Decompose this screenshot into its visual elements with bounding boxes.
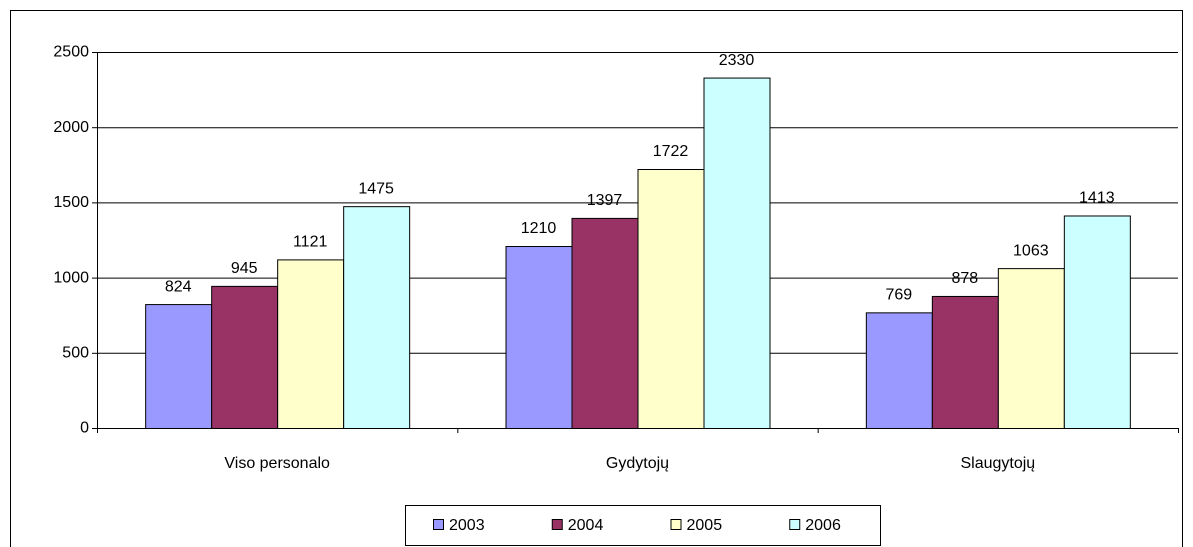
bar: [571, 217, 639, 429]
y-tick-label: 2000: [53, 119, 89, 136]
bar: [211, 285, 279, 430]
legend-swatch: [551, 519, 563, 530]
bar: [931, 295, 999, 429]
value-label: 1413: [1079, 190, 1115, 207]
y-tick-label: 1000: [53, 269, 89, 286]
y-tick-label: 0: [80, 420, 89, 437]
x-tick-label: Gydytojų: [606, 455, 669, 472]
legend-swatch: [789, 519, 801, 530]
value-label: 1397: [587, 192, 623, 209]
x-tick-label: Slaugytojų: [960, 455, 1035, 472]
legend-swatch: [433, 519, 444, 530]
x-tick-label: Viso personalo: [224, 455, 330, 472]
value-label: 878: [951, 270, 978, 287]
bar: [637, 169, 705, 429]
bar: [865, 312, 933, 430]
value-label: 2330: [719, 52, 755, 69]
bar: [277, 259, 345, 430]
y-tick-label: 500: [62, 345, 89, 362]
value-label: 1121: [293, 234, 328, 251]
value-label: 769: [885, 287, 912, 304]
value-label: 1475: [358, 180, 394, 197]
value-label: 1063: [1013, 242, 1049, 259]
legend-label: 2006: [805, 517, 841, 534]
bar: [997, 268, 1065, 429]
bar: [1063, 215, 1131, 429]
bar: [145, 304, 213, 430]
legend-label: 2005: [687, 517, 723, 534]
legend-label: 2004: [568, 517, 604, 534]
y-tick-label: 1500: [53, 194, 89, 211]
value-label: 1210: [521, 220, 557, 237]
value-label: 1722: [653, 143, 689, 160]
value-label: 824: [165, 278, 192, 295]
y-tick-label: 2500: [53, 44, 89, 61]
bar: [703, 77, 771, 430]
legend-box: [405, 505, 881, 546]
bar: [505, 246, 573, 429]
bar: [343, 206, 411, 429]
legend-swatch: [670, 519, 682, 530]
legend-label: 2003: [449, 517, 485, 534]
value-label: 945: [231, 260, 258, 277]
